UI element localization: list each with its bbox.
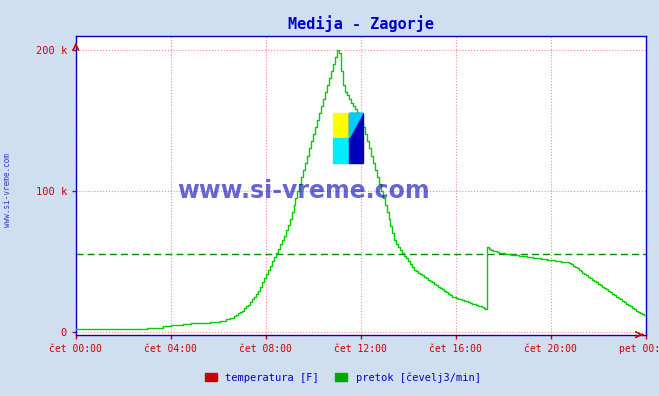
Title: Medija - Zagorje: Medija - Zagorje	[288, 15, 434, 32]
Bar	[349, 113, 363, 163]
Bar	[333, 138, 349, 163]
Text: www.si-vreme.com: www.si-vreme.com	[3, 153, 13, 227]
Bar	[333, 113, 349, 138]
Legend: temperatura [F], pretok [čevelj3/min]: temperatura [F], pretok [čevelj3/min]	[200, 368, 485, 387]
Polygon shape	[349, 113, 363, 138]
Text: www.si-vreme.com: www.si-vreme.com	[177, 179, 430, 203]
